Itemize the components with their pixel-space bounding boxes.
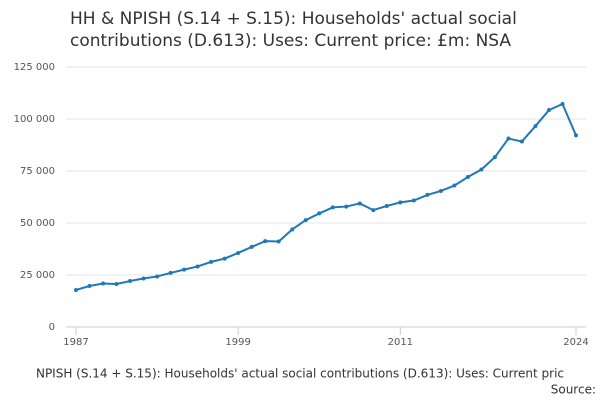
chart-title: contributions (D.613): Uses: Current pri… bbox=[70, 31, 511, 51]
point bbox=[546, 108, 551, 113]
point bbox=[519, 139, 524, 144]
point bbox=[560, 102, 565, 107]
point bbox=[357, 201, 362, 206]
point bbox=[574, 133, 578, 138]
caption: NPISH (S.14 + S.15): Households' actual … bbox=[36, 367, 564, 381]
point bbox=[236, 250, 241, 255]
point bbox=[344, 204, 349, 209]
chart-title: HH & NPISH (S.14 + S.15): Households' ac… bbox=[70, 9, 517, 29]
x-tick-label: 1987 bbox=[63, 337, 88, 348]
point bbox=[155, 274, 160, 279]
point bbox=[168, 270, 173, 275]
y-tick-label: 25 000 bbox=[20, 270, 55, 281]
point bbox=[303, 218, 308, 223]
point bbox=[492, 155, 497, 160]
point bbox=[249, 244, 254, 249]
point bbox=[222, 256, 227, 261]
point bbox=[506, 136, 511, 141]
point bbox=[290, 227, 295, 232]
y-tick-label: 50 000 bbox=[20, 218, 55, 229]
point bbox=[182, 267, 187, 272]
x-tick-label: 1999 bbox=[225, 337, 250, 348]
x-tick-label: 2024 bbox=[563, 337, 588, 348]
point bbox=[438, 188, 443, 193]
point bbox=[74, 287, 78, 292]
point bbox=[263, 239, 268, 244]
x-tick-label: 2011 bbox=[388, 337, 413, 348]
point bbox=[87, 284, 92, 289]
point bbox=[276, 239, 281, 244]
point bbox=[371, 208, 376, 213]
point bbox=[330, 205, 335, 210]
point bbox=[195, 264, 200, 269]
y-tick-label: 125 000 bbox=[14, 62, 55, 73]
line bbox=[75, 102, 577, 291]
point bbox=[452, 183, 457, 188]
point bbox=[479, 167, 484, 172]
point bbox=[114, 281, 119, 286]
point bbox=[398, 200, 403, 205]
point bbox=[209, 259, 214, 264]
source: Source: bbox=[551, 383, 596, 397]
point bbox=[425, 192, 430, 197]
point bbox=[384, 203, 389, 208]
point bbox=[533, 124, 538, 129]
y-tick-label: 100 000 bbox=[14, 114, 55, 125]
point bbox=[317, 211, 322, 216]
point bbox=[411, 198, 416, 203]
point bbox=[101, 281, 106, 286]
point bbox=[128, 279, 133, 284]
y-tick-label: 75 000 bbox=[20, 166, 55, 177]
y-tick-label: 0 bbox=[49, 322, 55, 333]
point bbox=[141, 276, 146, 281]
point bbox=[465, 175, 470, 180]
